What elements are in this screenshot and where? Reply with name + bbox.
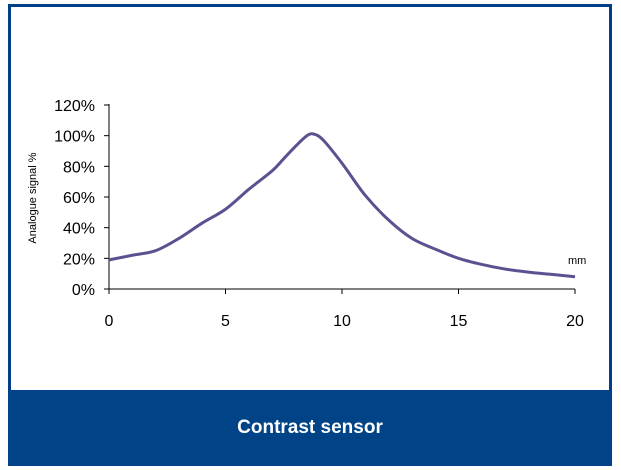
y-axis-title: Analogue signal % xyxy=(27,152,39,243)
y-tick-label: 60% xyxy=(63,190,95,207)
x-tick-label: 10 xyxy=(333,313,351,330)
y-tick-label: 40% xyxy=(63,221,95,238)
y-tick-label: 20% xyxy=(63,251,95,268)
y-tick-label: 100% xyxy=(54,129,95,146)
y-tick-label: 120% xyxy=(54,98,95,115)
y-axis: 0% 20% 40% 60% 80% 100% 120% xyxy=(54,98,110,299)
x-tick-label: 15 xyxy=(450,313,468,330)
chart: 0% 20% 40% 60% 80% 100% 120% 0 5 10 15 20 Analogue… xyxy=(27,98,586,330)
y-tick-label: 80% xyxy=(63,159,95,176)
caption-text: Contrast sensor xyxy=(237,417,383,438)
x-tick-label: 5 xyxy=(221,313,230,330)
caption-bar: Contrast sensor xyxy=(8,390,612,466)
x-tick-label: 20 xyxy=(566,313,584,330)
x-unit-annotation: mm xyxy=(568,255,586,267)
series-line xyxy=(108,132,576,279)
y-tick-label: 0% xyxy=(72,282,95,299)
x-axis: 0 5 10 15 20 xyxy=(105,288,584,330)
x-tick-label: 0 xyxy=(105,313,114,330)
series-layer xyxy=(108,132,576,279)
